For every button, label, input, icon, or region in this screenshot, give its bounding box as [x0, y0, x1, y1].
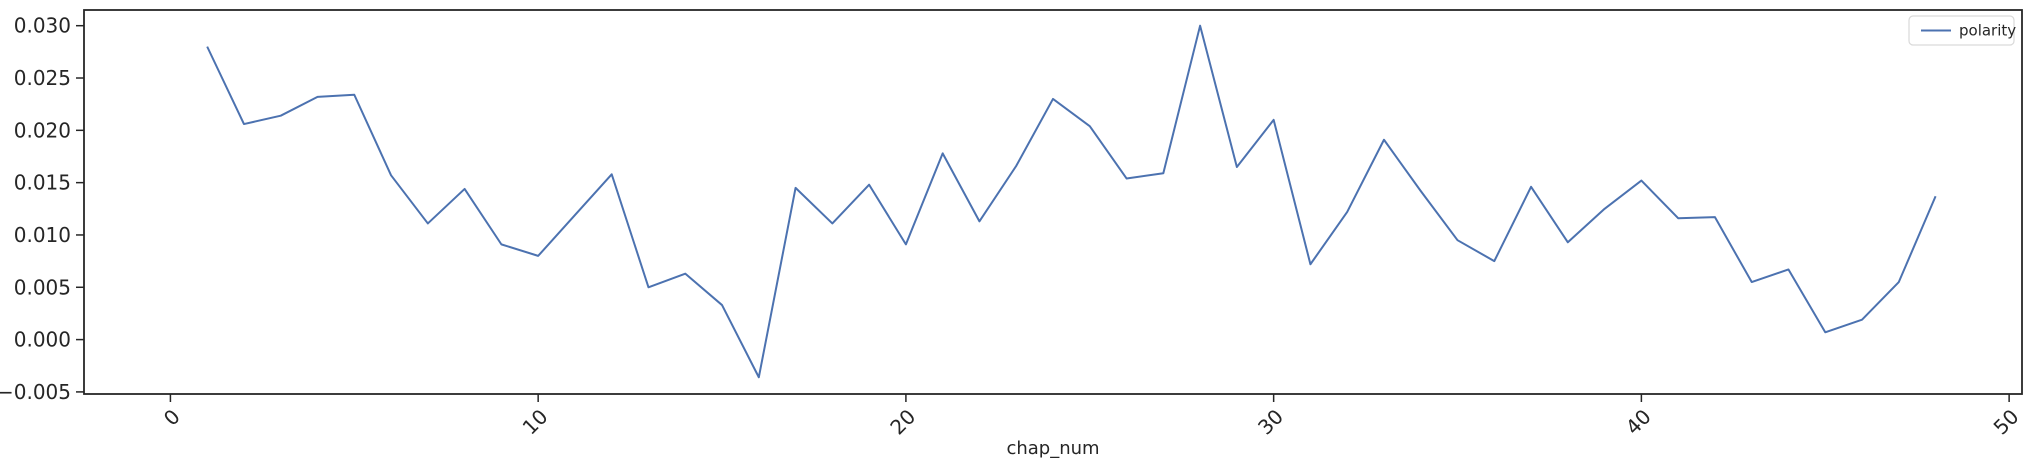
y-tick-label: 0.005: [14, 275, 71, 299]
series-line-polarity: [206, 24, 1937, 379]
x-axis-label: chap_num: [1006, 438, 1099, 459]
y-tick-label: 0.020: [14, 118, 71, 142]
x-tick-label: 50: [1989, 404, 2024, 439]
series-layer: [206, 24, 1937, 379]
x-tick-label: 20: [885, 404, 920, 439]
y-tick-label: −0.005: [0, 380, 71, 404]
legend-label-polarity: polarity: [1959, 22, 2016, 40]
y-tick-label: 0.015: [14, 171, 71, 195]
y-tick-label: 0.000: [14, 328, 71, 352]
x-tick-label: 10: [518, 404, 553, 439]
x-tick-label: 40: [1621, 404, 1656, 439]
y-tick-label: 0.025: [14, 66, 71, 90]
y-axis: −0.005 0.000 0.005 0.010 0.015 0.020 0.025 0.03…: [0, 14, 84, 404]
legend-box: [1908, 15, 2015, 46]
x-tick-label: 30: [1253, 404, 1288, 439]
legend: polarity: [1908, 15, 2016, 46]
plot-frame: [83, 9, 2023, 395]
y-tick-label: 0.010: [14, 223, 71, 247]
y-tick-label: 0.030: [14, 14, 71, 38]
x-tick-label: 0: [159, 404, 185, 430]
x-axis: 0 10 20 30 40 50: [159, 394, 2024, 439]
